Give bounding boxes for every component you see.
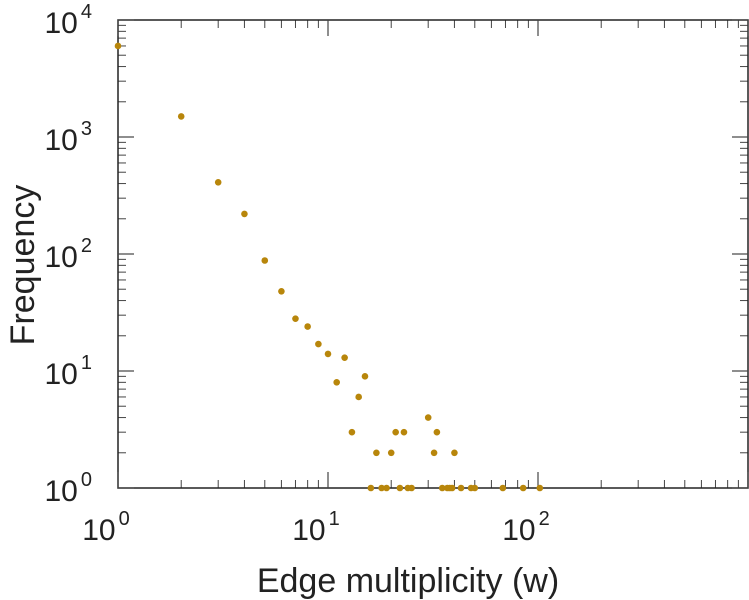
data-point — [278, 287, 285, 295]
data-point — [400, 428, 408, 436]
data-point — [471, 484, 479, 492]
data-point — [261, 257, 269, 264]
minor-ticks — [118, 20, 748, 488]
data-point — [536, 484, 544, 492]
data-point — [315, 340, 322, 348]
y-tick-label: 10 3 — [45, 118, 93, 157]
plot-frame — [117, 19, 749, 489]
data-point — [361, 373, 369, 380]
data-point — [519, 484, 527, 492]
data-point — [214, 179, 222, 186]
x-tick-labels: 10 0 10 1 10 2 — [82, 508, 550, 547]
data-point — [241, 210, 248, 218]
data-point — [457, 484, 465, 492]
data-point — [177, 113, 185, 120]
data-point — [451, 449, 458, 457]
y-tick-label: 10 0 — [45, 469, 93, 508]
x-axis-title: Edge multiplicity (w) — [257, 562, 559, 600]
x-tick-label: 10 2 — [502, 508, 550, 547]
data-point — [424, 414, 432, 421]
x-tick-label: 10 0 — [82, 508, 130, 547]
data-point — [392, 428, 399, 436]
data-point — [341, 354, 348, 361]
data-point — [378, 484, 385, 492]
data-point — [408, 484, 415, 492]
y-tick-label: 10 1 — [45, 352, 93, 391]
data-point — [304, 323, 311, 330]
data-point — [333, 379, 340, 386]
y-axis-title: Frequency — [4, 185, 42, 346]
data-point — [367, 484, 375, 492]
y-tick-label: 10 2 — [45, 235, 93, 274]
data-point — [387, 449, 395, 457]
data-point — [114, 42, 122, 50]
data-point — [292, 315, 299, 322]
y-tick-label: 10 4 — [45, 1, 93, 40]
data-point — [430, 449, 438, 457]
x-tick-label: 10 1 — [292, 508, 340, 547]
data-point — [348, 428, 356, 436]
data-point — [355, 393, 362, 401]
data-point — [499, 484, 507, 492]
data-point — [396, 484, 404, 492]
data-point — [373, 449, 380, 457]
data-point — [383, 484, 390, 492]
data-point — [448, 484, 456, 492]
data-point — [324, 350, 332, 358]
data-points — [114, 42, 544, 492]
data-point — [433, 428, 441, 436]
data-point — [438, 484, 446, 492]
major-ticks — [117, 19, 749, 489]
